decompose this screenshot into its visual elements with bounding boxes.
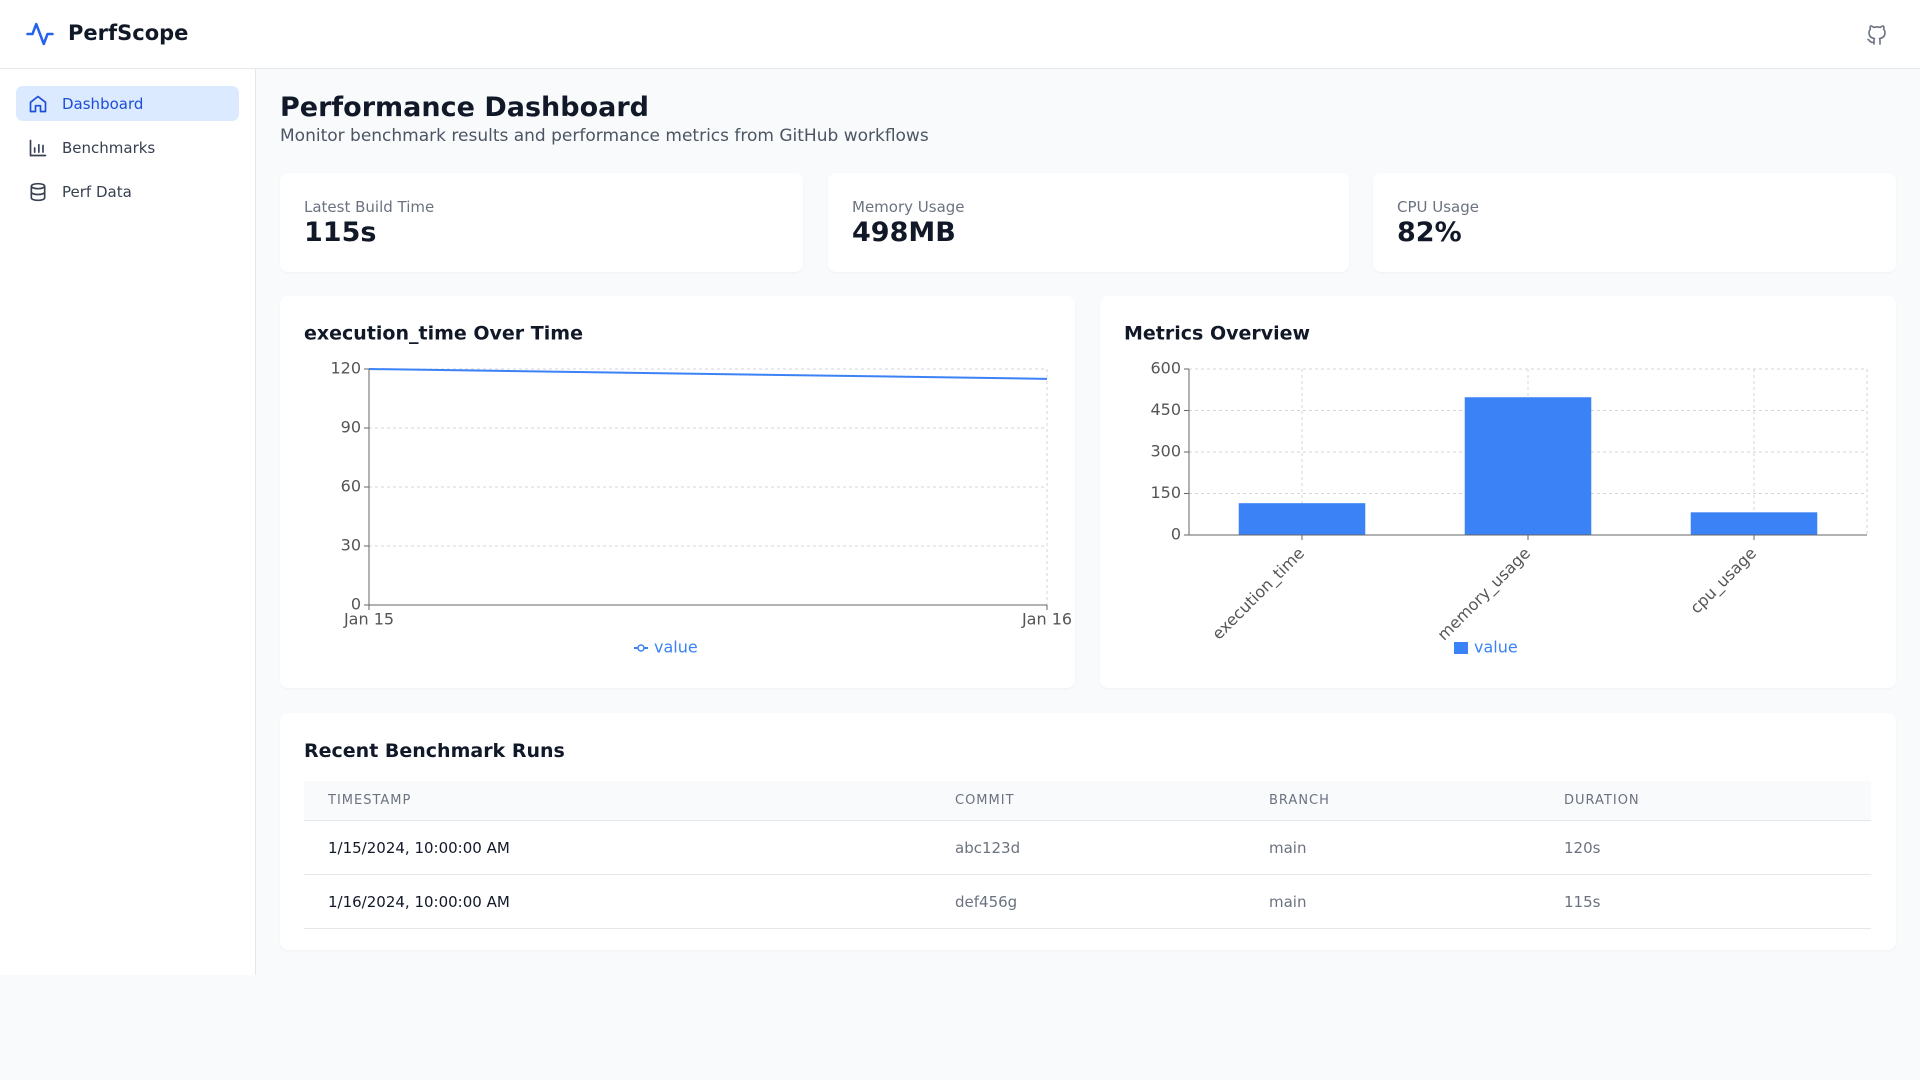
stat-value: 82%: [1397, 217, 1462, 248]
column-header: TIMESTAMP: [304, 781, 931, 821]
nav-label: Dashboard: [62, 94, 144, 113]
legend-label: value: [1474, 638, 1518, 657]
x-tick-label: Jan 16: [1021, 610, 1072, 629]
stat-label: Latest Build Time: [304, 198, 435, 216]
legend-swatch: [1454, 642, 1468, 654]
chart-title: execution_time Over Time: [304, 323, 583, 345]
table-cell: main: [1245, 820, 1540, 875]
table-cell: 115s: [1540, 874, 1871, 929]
line-chart: execution_time Over Time 0 30 60 90 120 Jan 15…: [304, 323, 1072, 657]
stat-label: CPU Usage: [1397, 198, 1480, 216]
table-row: 1/16/2024, 10:00:00 AM def456g main 115s: [304, 874, 1871, 929]
table-cell: 1/16/2024, 10:00:00 AM: [304, 874, 931, 929]
table-cell: 120s: [1540, 820, 1871, 875]
stat-label: Memory Usage: [852, 198, 965, 216]
logo-icon: [26, 22, 54, 46]
table-cell: main: [1245, 874, 1540, 929]
database-icon: [30, 182, 46, 201]
x-tick-label: memory_usage: [1434, 544, 1535, 645]
nav-item[interactable]: Perf Data: [16, 174, 239, 209]
y-tick-label: 600: [1150, 359, 1181, 378]
brand: PerfScope: [68, 21, 189, 45]
nav-label: Perf Data: [62, 182, 132, 201]
chart-title: Metrics Overview: [1124, 323, 1310, 345]
chart-card: execution_time Over Time 0 30 60 90 120 Jan 15…: [280, 296, 1075, 688]
bar-chart: Metrics Overview 0 150 300 450 600 execution_t…: [1124, 323, 1868, 657]
stat-value: 115s: [304, 217, 377, 248]
page-subtitle: Monitor benchmark results and performanc…: [280, 126, 929, 146]
table-title: Recent Benchmark Runs: [304, 740, 565, 762]
y-tick-label: 60: [341, 477, 361, 496]
x-tick-label: cpu_usage: [1686, 544, 1761, 619]
bar: [1464, 397, 1592, 535]
stat-card: CPU Usage 82%: [1373, 173, 1896, 272]
nav-label: Benchmarks: [62, 138, 156, 157]
y-tick-label: 300: [1150, 442, 1181, 461]
legend-label: value: [654, 638, 698, 657]
stat-card: Memory Usage 498MB: [828, 173, 1349, 272]
x-tick-label: Jan 15: [343, 610, 394, 629]
nav-item[interactable]: Dashboard: [16, 86, 239, 121]
y-tick-label: 0: [351, 595, 361, 614]
table-row: 1/15/2024, 10:00:00 AM abc123d main 120s: [304, 820, 1871, 875]
chart-icon: [29, 139, 47, 156]
y-tick-label: 30: [341, 536, 361, 555]
runs-table: TIMESTAMP COMMIT BRANCH DURATION 1/15/20…: [304, 781, 1871, 929]
table-cell: abc123d: [931, 820, 1245, 875]
stat-value: 498MB: [852, 217, 956, 248]
header-row: TIMESTAMP COMMIT BRANCH DURATION: [304, 781, 1871, 821]
sidebar: Dashboard Benchmarks Perf Data: [0, 69, 256, 975]
y-tick-label: 90: [341, 418, 361, 437]
bar: [1238, 503, 1366, 535]
home-icon: [29, 95, 47, 112]
stat-card: Latest Build Time 115s: [280, 173, 803, 272]
y-tick-label: 450: [1150, 400, 1181, 419]
x-tick-label: execution_time: [1208, 544, 1308, 644]
table-card: Recent Benchmark Runs TIMESTAMP COMMIT B…: [280, 713, 1896, 950]
table-cell: 1/15/2024, 10:00:00 AM: [304, 820, 931, 875]
y-tick-label: 150: [1150, 483, 1181, 502]
y-tick-label: 120: [330, 359, 361, 378]
page-title: Performance Dashboard: [280, 92, 649, 123]
column-header: BRANCH: [1245, 781, 1540, 821]
nav-item[interactable]: Benchmarks: [16, 130, 239, 165]
bar: [1690, 512, 1818, 535]
chart-card: Metrics Overview 0 150 300 450 600 execution_t…: [1100, 296, 1896, 688]
github-link[interactable]: [1865, 23, 1889, 47]
table-cell: def456g: [931, 874, 1245, 929]
legend-swatch: [637, 644, 645, 652]
column-header: DURATION: [1540, 781, 1871, 821]
header: PerfScope: [0, 0, 1920, 69]
column-header: COMMIT: [931, 781, 1245, 821]
series-line: [368, 368, 1048, 380]
y-tick-label: 0: [1171, 525, 1181, 544]
